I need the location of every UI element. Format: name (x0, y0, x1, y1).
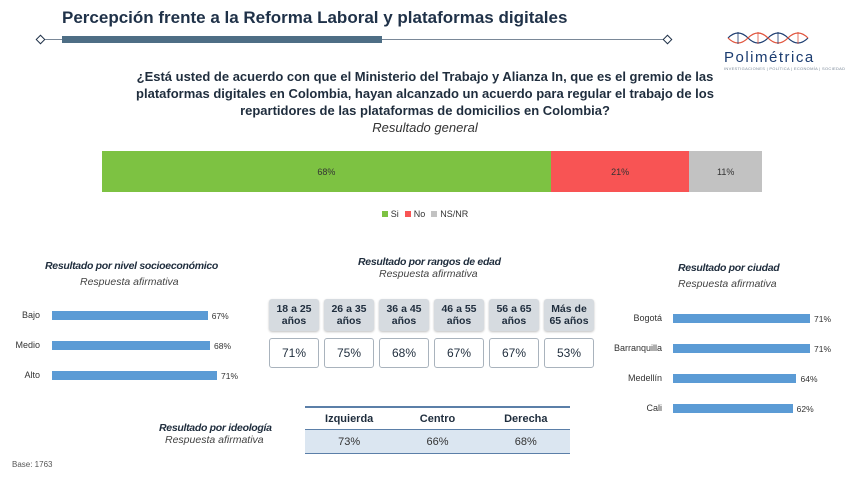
header-diamond-right (662, 34, 673, 45)
bar-cali (673, 404, 793, 413)
age-range-value: 67% (489, 338, 539, 368)
general-stacked-bar: 68% 21% 11% (102, 151, 762, 192)
question-text: ¿Está usted de acuerdo con que el Minist… (136, 69, 714, 118)
ideology-value-cell: 73% (338, 436, 361, 448)
ideology-header-cell: Centro (419, 413, 456, 425)
stack-segment-si: 68% (102, 151, 551, 192)
city-title: Resultado por ciudad (678, 262, 780, 274)
bar-value-label: 71% (814, 344, 832, 354)
bar-alto (52, 371, 217, 380)
stack-segment-nsnr: 11% (689, 151, 762, 192)
bar-bogot (673, 314, 810, 323)
socio-title: Resultado por nivel socioeconómico (45, 260, 219, 272)
bar-value-label: 71% (221, 371, 239, 381)
stack-segment-no: 21% (550, 151, 690, 192)
bar-medelln (673, 374, 797, 383)
bar-category-label: Medellín (627, 373, 662, 383)
age-range-value: 67% (434, 338, 484, 368)
ideology-title: Resultado por ideología (159, 422, 272, 434)
ideology-table: Izquierda Centro Derecha 73% 66% 68% (305, 406, 570, 454)
age-range-value: 71% (269, 338, 319, 368)
logo-icon (727, 32, 809, 44)
city-subtitle: Respuesta afirmativa (678, 278, 777, 290)
bar-value-label: 71% (814, 314, 832, 324)
bar-value-label: 62% (796, 404, 814, 414)
ideology-value-cell: 66% (426, 436, 449, 448)
ideology-subtitle: Respuesta afirmativa (165, 434, 264, 446)
header-band (62, 36, 382, 43)
age-subtitle: Respuesta afirmativa (379, 268, 478, 280)
bar-category-label: Barranquilla (613, 343, 662, 353)
bar-category-label: Cali (646, 403, 662, 413)
legend-label: NS/NR (440, 209, 469, 219)
legend-swatch (381, 211, 388, 217)
ideology-header-cell: Derecha (504, 413, 548, 425)
logo-text: Polimétrica (724, 49, 815, 66)
bar-category-label: Bajo (21, 310, 40, 320)
socio-subtitle: Respuesta afirmativa (80, 276, 179, 288)
age-range-value: 68% (379, 338, 429, 368)
bar-category-label: Bogotá (633, 313, 662, 323)
logo-tagline: INVESTIGACIONES | POLÍTICA | ECONOMÍA | … (724, 66, 846, 71)
bar-value-label: 68% (214, 341, 232, 351)
bar-category-label: Alto (24, 370, 40, 380)
ideology-header-cell: Izquierda (325, 413, 374, 425)
age-range-value: 53% (544, 338, 594, 368)
legend-item: No (404, 209, 426, 219)
general-legend: Si No NS/NR (300, 209, 550, 219)
bar-barranquilla (673, 344, 810, 353)
bar-value-label: 67% (211, 311, 229, 321)
age-range-header: 56 a 65 años (489, 299, 539, 331)
age-range-header: 18 a 25 años (269, 299, 319, 331)
bar-category-label: Medio (15, 340, 40, 350)
age-range-value: 75% (324, 338, 374, 368)
base-note: Base: 1763 (12, 460, 53, 469)
bar-bajo (52, 311, 208, 320)
age-range-header: 26 a 35 años (324, 299, 374, 331)
bar-value-label: 64% (800, 374, 818, 384)
legend-label: No (413, 209, 426, 219)
legend-label: Si (390, 209, 399, 219)
legend-item: NS/NR (431, 209, 468, 219)
legend-item: Si (381, 209, 399, 219)
age-range-header: 46 a 55 años (434, 299, 484, 331)
legend-swatch (431, 211, 438, 217)
ideology-value-cell: 68% (514, 436, 537, 448)
page-header-title: Percepción frente a la Reforma Laboral y… (62, 8, 568, 27)
general-subtitle: Resultado general (372, 120, 478, 135)
age-title: Resultado por rangos de edad (358, 256, 501, 268)
legend-swatch (404, 211, 411, 217)
age-range-header: Más de 65 años (544, 299, 594, 331)
age-range-header: 36 a 45 años (379, 299, 429, 331)
header-diamond-left (35, 34, 46, 45)
bar-medio (52, 341, 211, 350)
